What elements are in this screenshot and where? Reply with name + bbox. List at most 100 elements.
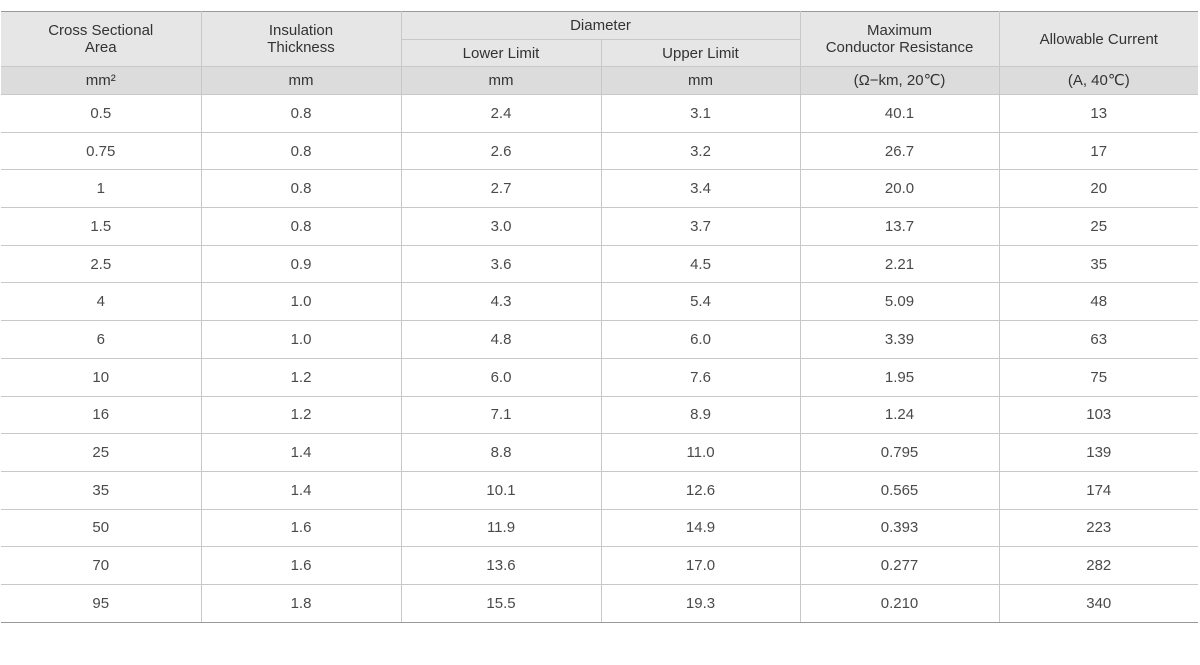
table-row: 35 1.4 10.1 12.6 0.565 174 [1, 470, 1199, 510]
table-row: 1.5 0.8 3.0 3.7 13.7 25 [1, 207, 1199, 246]
cell-diameter-upper-limit: 12.6 [600, 470, 801, 510]
cell-insulation-thickness: 1.6 [200, 508, 402, 548]
cell-max-conductor-resistance: 13.7 [799, 207, 1000, 246]
cell-allowable-current: 17 [998, 131, 1199, 171]
table-row: 10 1.2 6.0 7.6 1.95 75 [1, 357, 1199, 397]
table-row: 2.5 0.9 3.6 4.5 2.21 35 [1, 244, 1199, 284]
header-upper-limit: Upper Limit [600, 39, 801, 67]
cell-cross-sectional-area: 16 [1, 395, 202, 435]
cell-allowable-current: 223 [998, 508, 1199, 548]
cell-diameter-lower-limit: 6.0 [400, 357, 602, 397]
cell-cross-sectional-area: 4 [1, 282, 202, 322]
table-row: 6 1.0 4.8 6.0 3.39 63 [1, 320, 1199, 359]
table-row: 70 1.6 13.6 17.0 0.277 282 [1, 546, 1199, 585]
cell-cross-sectional-area: 50 [1, 508, 202, 548]
cell-cross-sectional-area: 25 [1, 433, 202, 472]
cell-cross-sectional-area: 0.5 [1, 94, 202, 133]
cell-diameter-upper-limit: 7.6 [600, 357, 801, 397]
cell-cross-sectional-area: 1.5 [1, 207, 202, 246]
cell-diameter-lower-limit: 13.6 [400, 546, 602, 585]
table-header: Cross Sectional Area Insulation Thicknes… [1, 11, 1199, 95]
cell-diameter-lower-limit: 3.6 [400, 244, 602, 284]
cell-insulation-thickness: 1.4 [200, 433, 402, 472]
cell-insulation-thickness: 1.2 [200, 357, 402, 397]
header-diameter: Diameter [400, 11, 801, 40]
cell-max-conductor-resistance: 26.7 [799, 131, 1000, 171]
cell-diameter-lower-limit: 2.6 [400, 131, 602, 171]
cell-max-conductor-resistance: 3.39 [799, 320, 1000, 359]
table-row: 1 0.8 2.7 3.4 20.0 20 [1, 169, 1199, 209]
unit-insulation-thickness: mm [200, 66, 402, 95]
cell-allowable-current: 103 [998, 395, 1199, 435]
cell-allowable-current: 13 [998, 94, 1199, 133]
cell-max-conductor-resistance: 2.21 [799, 244, 1000, 284]
header-lower-limit: Lower Limit [401, 39, 602, 67]
cell-cross-sectional-area: 1 [1, 169, 202, 209]
cell-diameter-lower-limit: 2.4 [400, 94, 602, 133]
cable-spec-table: Cross Sectional Area Insulation Thicknes… [1, 11, 1199, 623]
unit-cross-sectional-area: mm² [1, 66, 202, 95]
header-allowable-current: Allowable Current [998, 11, 1199, 67]
cell-max-conductor-resistance: 1.24 [799, 395, 1000, 435]
cell-allowable-current: 48 [998, 282, 1199, 322]
cell-diameter-upper-limit: 19.3 [600, 583, 801, 623]
cell-allowable-current: 75 [998, 357, 1199, 397]
table-body: 0.5 0.8 2.4 3.1 40.1 13 0.75 0.8 2.6 3.2 26.7 17 1 0.… [1, 94, 1199, 623]
cell-diameter-upper-limit: 4.5 [600, 244, 801, 284]
unit-max-conductor-resistance: (Ω−km, 20℃) [799, 66, 1000, 95]
cell-insulation-thickness: 0.9 [200, 244, 402, 284]
cell-diameter-upper-limit: 11.0 [600, 433, 801, 472]
cell-diameter-lower-limit: 4.3 [400, 282, 602, 322]
cell-insulation-thickness: 0.8 [200, 131, 402, 171]
table-row: 0.5 0.8 2.4 3.1 40.1 13 [1, 94, 1199, 133]
table-row: 50 1.6 11.9 14.9 0.393 223 [1, 508, 1199, 548]
cell-diameter-lower-limit: 7.1 [400, 395, 602, 435]
cell-diameter-lower-limit: 2.7 [400, 169, 602, 209]
cell-insulation-thickness: 1.4 [200, 470, 402, 510]
table-row: 25 1.4 8.8 11.0 0.795 139 [1, 433, 1199, 472]
cell-diameter-lower-limit: 11.9 [400, 508, 602, 548]
cell-diameter-lower-limit: 3.0 [400, 207, 602, 246]
cell-diameter-upper-limit: 8.9 [600, 395, 801, 435]
cell-max-conductor-resistance: 40.1 [799, 94, 1000, 133]
header-insulation-thickness: Insulation Thickness [200, 11, 402, 67]
cell-max-conductor-resistance: 1.95 [799, 357, 1000, 397]
table-row: 0.75 0.8 2.6 3.2 26.7 17 [1, 131, 1199, 171]
cell-cross-sectional-area: 70 [1, 546, 202, 585]
unit-allowable-current: (A, 40℃) [998, 66, 1199, 95]
cell-insulation-thickness: 1.0 [200, 320, 402, 359]
cell-diameter-lower-limit: 10.1 [400, 470, 602, 510]
cell-diameter-lower-limit: 8.8 [400, 433, 602, 472]
cell-cross-sectional-area: 10 [1, 357, 202, 397]
cell-insulation-thickness: 0.8 [200, 169, 402, 209]
cell-cross-sectional-area: 95 [1, 583, 202, 623]
table-row: 4 1.0 4.3 5.4 5.09 48 [1, 282, 1199, 322]
cell-cross-sectional-area: 2.5 [1, 244, 202, 284]
unit-lower-limit: mm [400, 66, 602, 95]
cell-diameter-lower-limit: 15.5 [400, 583, 602, 623]
cell-max-conductor-resistance: 0.210 [799, 583, 1000, 623]
table-row: 95 1.8 15.5 19.3 0.210 340 [1, 583, 1199, 623]
cell-insulation-thickness: 1.6 [200, 546, 402, 585]
cell-diameter-upper-limit: 3.4 [600, 169, 801, 209]
table-row: 16 1.2 7.1 8.9 1.24 103 [1, 395, 1199, 435]
cell-cross-sectional-area: 35 [1, 470, 202, 510]
cell-max-conductor-resistance: 5.09 [799, 282, 1000, 322]
cell-insulation-thickness: 0.8 [200, 94, 402, 133]
cell-allowable-current: 340 [998, 583, 1199, 623]
cell-max-conductor-resistance: 20.0 [799, 169, 1000, 209]
cell-diameter-upper-limit: 14.9 [600, 508, 801, 548]
cell-allowable-current: 174 [998, 470, 1199, 510]
cell-diameter-upper-limit: 3.2 [600, 131, 801, 171]
unit-upper-limit: mm [600, 66, 801, 95]
cell-diameter-upper-limit: 5.4 [600, 282, 801, 322]
cell-allowable-current: 282 [998, 546, 1199, 585]
cell-cross-sectional-area: 0.75 [1, 131, 202, 171]
cell-insulation-thickness: 1.8 [200, 583, 402, 623]
cell-allowable-current: 20 [998, 169, 1199, 209]
cell-allowable-current: 35 [998, 244, 1199, 284]
cell-diameter-upper-limit: 6.0 [600, 320, 801, 359]
cell-insulation-thickness: 1.2 [200, 395, 402, 435]
cell-max-conductor-resistance: 0.795 [799, 433, 1000, 472]
cell-max-conductor-resistance: 0.393 [799, 508, 1000, 548]
